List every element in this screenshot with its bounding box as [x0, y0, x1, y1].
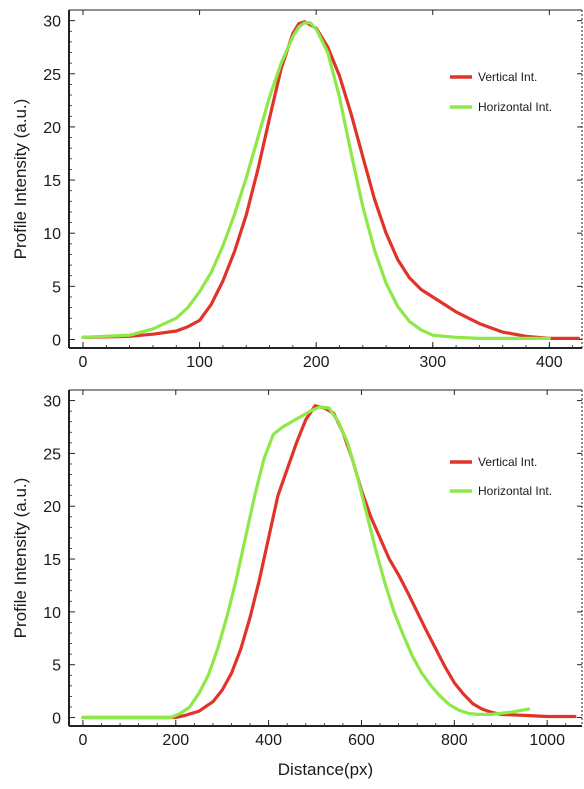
legend-label: Vertical Int. [478, 70, 537, 84]
y-tick-label: 5 [52, 279, 61, 296]
y-tick-label: 10 [43, 605, 61, 622]
series-line [81, 21, 552, 340]
x-tick-label: 300 [419, 354, 446, 371]
x-axis-title: Distance(px) [278, 760, 373, 779]
y-tick-label: 10 [43, 226, 61, 243]
y-tick-label: 5 [52, 658, 61, 675]
y-tick-label: 0 [52, 711, 61, 728]
y-axis-title: Profile Intensity (a.u.) [11, 99, 30, 260]
x-tick-label: 400 [536, 354, 563, 371]
y-tick-label: 20 [43, 499, 61, 516]
legend-label: Vertical Int. [478, 455, 537, 469]
y-tick-label: 20 [43, 120, 61, 137]
x-tick-label: 0 [79, 354, 88, 371]
y-tick-label: 25 [43, 446, 61, 463]
legend-label: Horizontal Int. [478, 484, 552, 498]
x-tick-label: 400 [255, 732, 282, 749]
top-panel: 0 100 200 300 400 0 5 10 15 20 25 30 Vertical Int. Ho… [11, 9, 583, 371]
y-tick-label: 30 [43, 394, 61, 411]
x-tick-label: 600 [348, 732, 375, 749]
y-tick-label: 15 [43, 552, 61, 569]
y-tick-label: 30 [43, 14, 61, 31]
y-tick-label: 15 [43, 173, 61, 190]
x-tick-label: 0 [78, 732, 87, 749]
x-tick-label: 800 [441, 732, 468, 749]
x-tick-label: 100 [186, 354, 213, 371]
series-line [81, 405, 531, 720]
legend-label: Horizontal Int. [478, 100, 552, 114]
x-tick-label: 1000 [529, 732, 565, 749]
x-tick-label: 200 [162, 732, 189, 749]
y-axis-title: Profile Intensity (a.u.) [11, 478, 30, 639]
x-tick-label: 200 [303, 354, 330, 371]
y-tick-label: 0 [52, 332, 61, 349]
y-tick-label: 25 [43, 67, 61, 84]
bottom-panel: 0 200 400 600 800 1000 0 5 10 15 20 25 30 Vertical In… [11, 389, 583, 779]
series-line [81, 404, 577, 720]
